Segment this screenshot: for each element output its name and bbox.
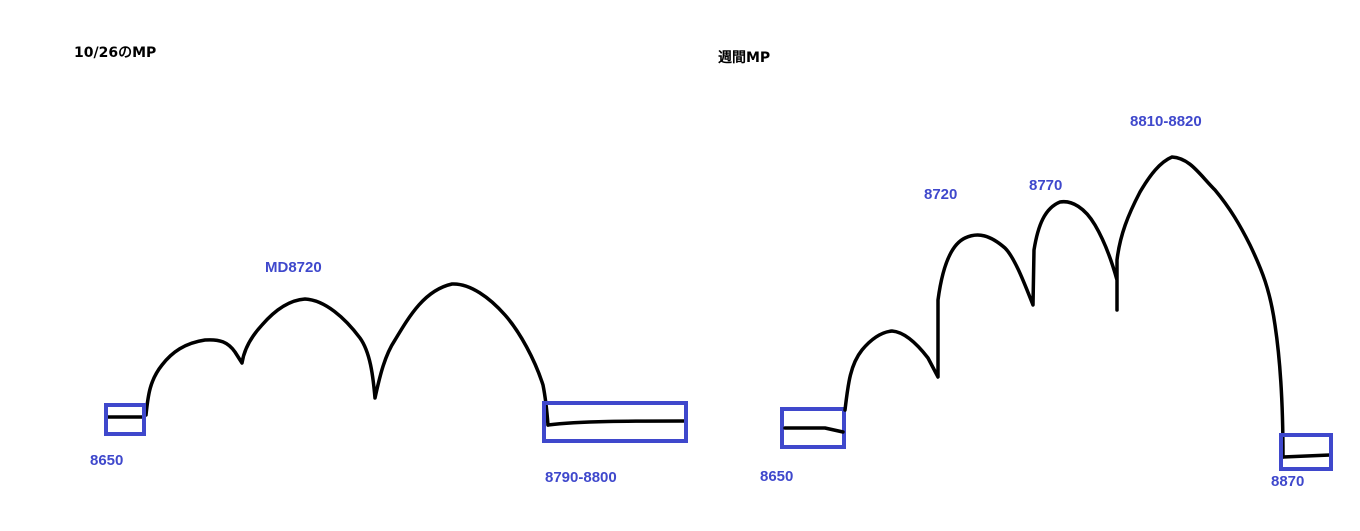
right-high-label: 8870 <box>1271 473 1305 490</box>
left-low-box <box>104 403 146 436</box>
left-peak-label: MD8720 <box>265 259 322 276</box>
left-value-area-line <box>546 419 687 427</box>
right-low-label: 8650 <box>760 468 794 485</box>
right-high-line <box>1281 453 1332 459</box>
left-profile-curve <box>144 282 550 427</box>
right-peak2-label: 8770 <box>1029 177 1063 194</box>
right-high-box <box>1279 433 1333 471</box>
left-high-label: 8790-8800 <box>545 469 617 486</box>
right-low-box <box>780 407 846 449</box>
left-title: 10/26のMP <box>74 45 157 61</box>
left-high-box <box>542 401 688 443</box>
right-peak1-label: 8720 <box>924 186 958 203</box>
right-profile-curve <box>843 155 1285 459</box>
right-title: 週間MP <box>718 50 771 66</box>
left-low-label: 8650 <box>90 452 124 469</box>
right-peak3-label: 8810-8820 <box>1130 113 1202 130</box>
right-low-line <box>783 426 845 434</box>
